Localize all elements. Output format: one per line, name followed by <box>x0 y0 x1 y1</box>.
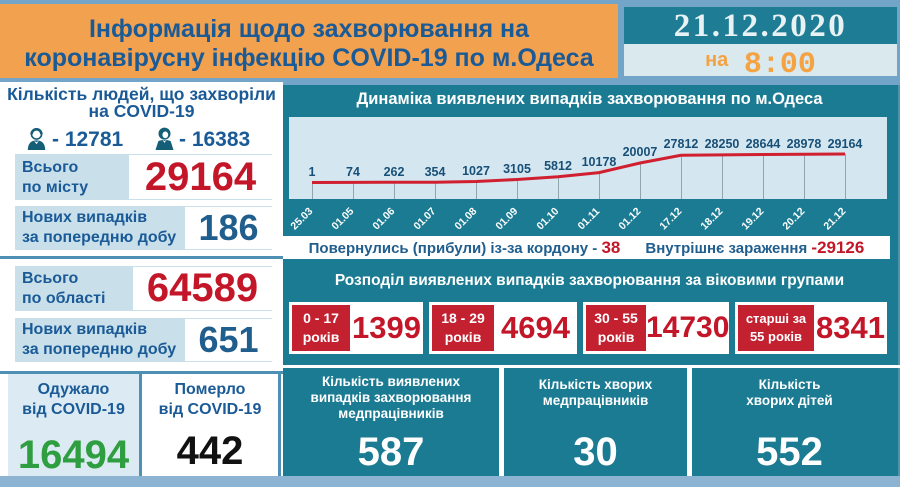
svg-text:354: 354 <box>425 165 446 179</box>
svg-text:5812: 5812 <box>544 159 572 173</box>
svg-text:01.12: 01.12 <box>616 205 643 232</box>
svg-text:21.12: 21.12 <box>821 205 848 232</box>
svg-text:3105: 3105 <box>503 162 531 176</box>
svg-text:1027: 1027 <box>462 164 490 178</box>
svg-text:28644: 28644 <box>746 137 781 151</box>
svg-text:01.08: 01.08 <box>452 205 479 232</box>
svg-text:01.10: 01.10 <box>534 205 561 232</box>
svg-text:01.11: 01.11 <box>576 205 603 232</box>
svg-text:01.09: 01.09 <box>493 205 520 232</box>
svg-text:01.05: 01.05 <box>329 205 356 232</box>
svg-text:17.12: 17.12 <box>657 205 684 232</box>
svg-text:27812: 27812 <box>664 137 699 151</box>
svg-text:10178: 10178 <box>582 155 617 169</box>
svg-text:01.07: 01.07 <box>411 205 438 232</box>
svg-text:19.12: 19.12 <box>739 205 766 232</box>
svg-text:18.12: 18.12 <box>698 205 725 232</box>
svg-text:29164: 29164 <box>828 137 863 151</box>
svg-text:28250: 28250 <box>705 137 740 151</box>
svg-text:1: 1 <box>309 165 316 179</box>
svg-text:262: 262 <box>384 165 405 179</box>
svg-text:20.12: 20.12 <box>780 205 807 232</box>
svg-text:28978: 28978 <box>787 137 822 151</box>
svg-text:01.06: 01.06 <box>370 205 397 232</box>
svg-text:74: 74 <box>346 165 360 179</box>
svg-text:20007: 20007 <box>623 145 658 159</box>
svg-text:25.03: 25.03 <box>288 205 315 232</box>
